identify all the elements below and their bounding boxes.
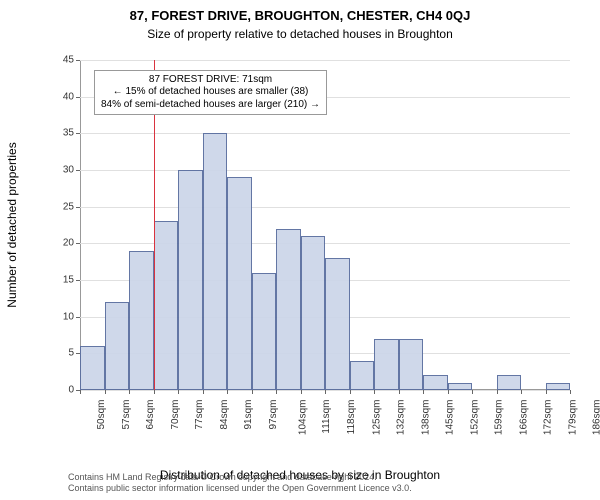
y-tick-label: 15 [44,275,74,286]
x-tick-label: 70sqm [170,400,181,430]
histogram-bar [129,251,154,390]
x-tick-label: 77sqm [194,400,205,430]
y-tick-label: 0 [44,385,74,396]
x-tick-mark [178,390,179,394]
x-tick-label: 132sqm [396,400,407,436]
x-tick-mark [276,390,277,394]
x-tick-mark [227,390,228,394]
histogram-bar [276,229,301,390]
x-tick-label: 104sqm [298,400,309,436]
x-tick-label: 159sqm [494,400,505,436]
histogram-bar [203,133,228,390]
histogram-bar [80,346,105,390]
x-tick-mark [546,390,547,394]
y-tick-label: 30 [44,165,74,176]
x-tick-label: 50sqm [96,400,107,430]
y-tick-mark [76,60,80,61]
x-tick-mark [203,390,204,394]
x-tick-mark [154,390,155,394]
histogram-bar [374,339,399,390]
y-tick-label: 40 [44,91,74,102]
x-tick-label: 172sqm [543,400,554,436]
y-tick-label: 20 [44,238,74,249]
x-tick-mark [129,390,130,394]
x-tick-mark [472,390,473,394]
x-tick-mark [423,390,424,394]
y-tick-mark [76,97,80,98]
x-tick-label: 152sqm [469,400,480,436]
x-tick-mark [497,390,498,394]
histogram-bar [423,375,448,390]
plot-area: 05101520253035404550sqm57sqm64sqm70sqm77… [80,60,570,390]
y-tick-mark [76,280,80,281]
y-axis-line [80,60,81,390]
x-tick-label: 118sqm [346,400,357,435]
y-tick-mark [76,133,80,134]
x-tick-label: 166sqm [518,400,529,436]
x-tick-mark [325,390,326,394]
attribution-footer: Contains HM Land Registry data © Crown c… [68,472,412,494]
histogram-bar [105,302,130,390]
x-tick-mark [252,390,253,394]
x-tick-label: 145sqm [445,400,456,436]
y-axis-label: Number of detached properties [5,142,19,307]
annotation-line-2: ← 15% of detached houses are smaller (38… [101,86,320,99]
x-tick-mark [301,390,302,394]
histogram-bar [546,383,571,390]
x-tick-mark [521,390,522,394]
y-tick-mark [76,243,80,244]
histogram-bar [227,177,252,390]
x-tick-mark [374,390,375,394]
y-tick-label: 25 [44,201,74,212]
x-tick-mark [448,390,449,394]
annotation-box: 87 FOREST DRIVE: 71sqm← 15% of detached … [94,70,327,116]
y-tick-label: 10 [44,311,74,322]
x-tick-label: 57sqm [121,400,132,430]
footer-line-1: Contains HM Land Registry data © Crown c… [68,472,412,483]
x-tick-mark [80,390,81,394]
y-tick-label: 35 [44,128,74,139]
histogram-bar [178,170,203,390]
x-tick-label: 125sqm [371,400,382,436]
histogram-bar [252,273,277,390]
x-tick-label: 84sqm [219,400,230,430]
histogram-bar [301,236,326,390]
chart-subtitle: Size of property relative to detached ho… [0,23,600,41]
footer-line-2: Contains public sector information licen… [68,483,412,494]
histogram-bar [497,375,522,390]
histogram-bar [399,339,424,390]
x-tick-mark [350,390,351,394]
y-tick-mark [76,317,80,318]
x-tick-label: 111sqm [321,400,332,434]
y-tick-mark [76,170,80,171]
x-tick-label: 186sqm [592,400,600,436]
y-tick-label: 5 [44,348,74,359]
x-tick-mark [399,390,400,394]
y-tick-mark [76,207,80,208]
histogram-bar [325,258,350,390]
x-tick-label: 138sqm [420,400,431,436]
histogram-bar [154,221,179,390]
x-tick-label: 179sqm [567,400,578,436]
y-tick-label: 45 [44,55,74,66]
x-tick-label: 97sqm [268,400,279,430]
x-tick-label: 91sqm [243,400,254,430]
x-tick-mark [105,390,106,394]
page-title: 87, FOREST DRIVE, BROUGHTON, CHESTER, CH… [0,0,600,23]
histogram-chart: 05101520253035404550sqm57sqm64sqm70sqm77… [50,50,580,430]
annotation-line-3: 84% of semi-detached houses are larger (… [101,99,320,112]
annotation-line-1: 87 FOREST DRIVE: 71sqm [101,74,320,87]
x-tick-mark [570,390,571,394]
x-tick-label: 64sqm [145,400,156,430]
histogram-bar [350,361,375,390]
histogram-bar [448,383,473,390]
